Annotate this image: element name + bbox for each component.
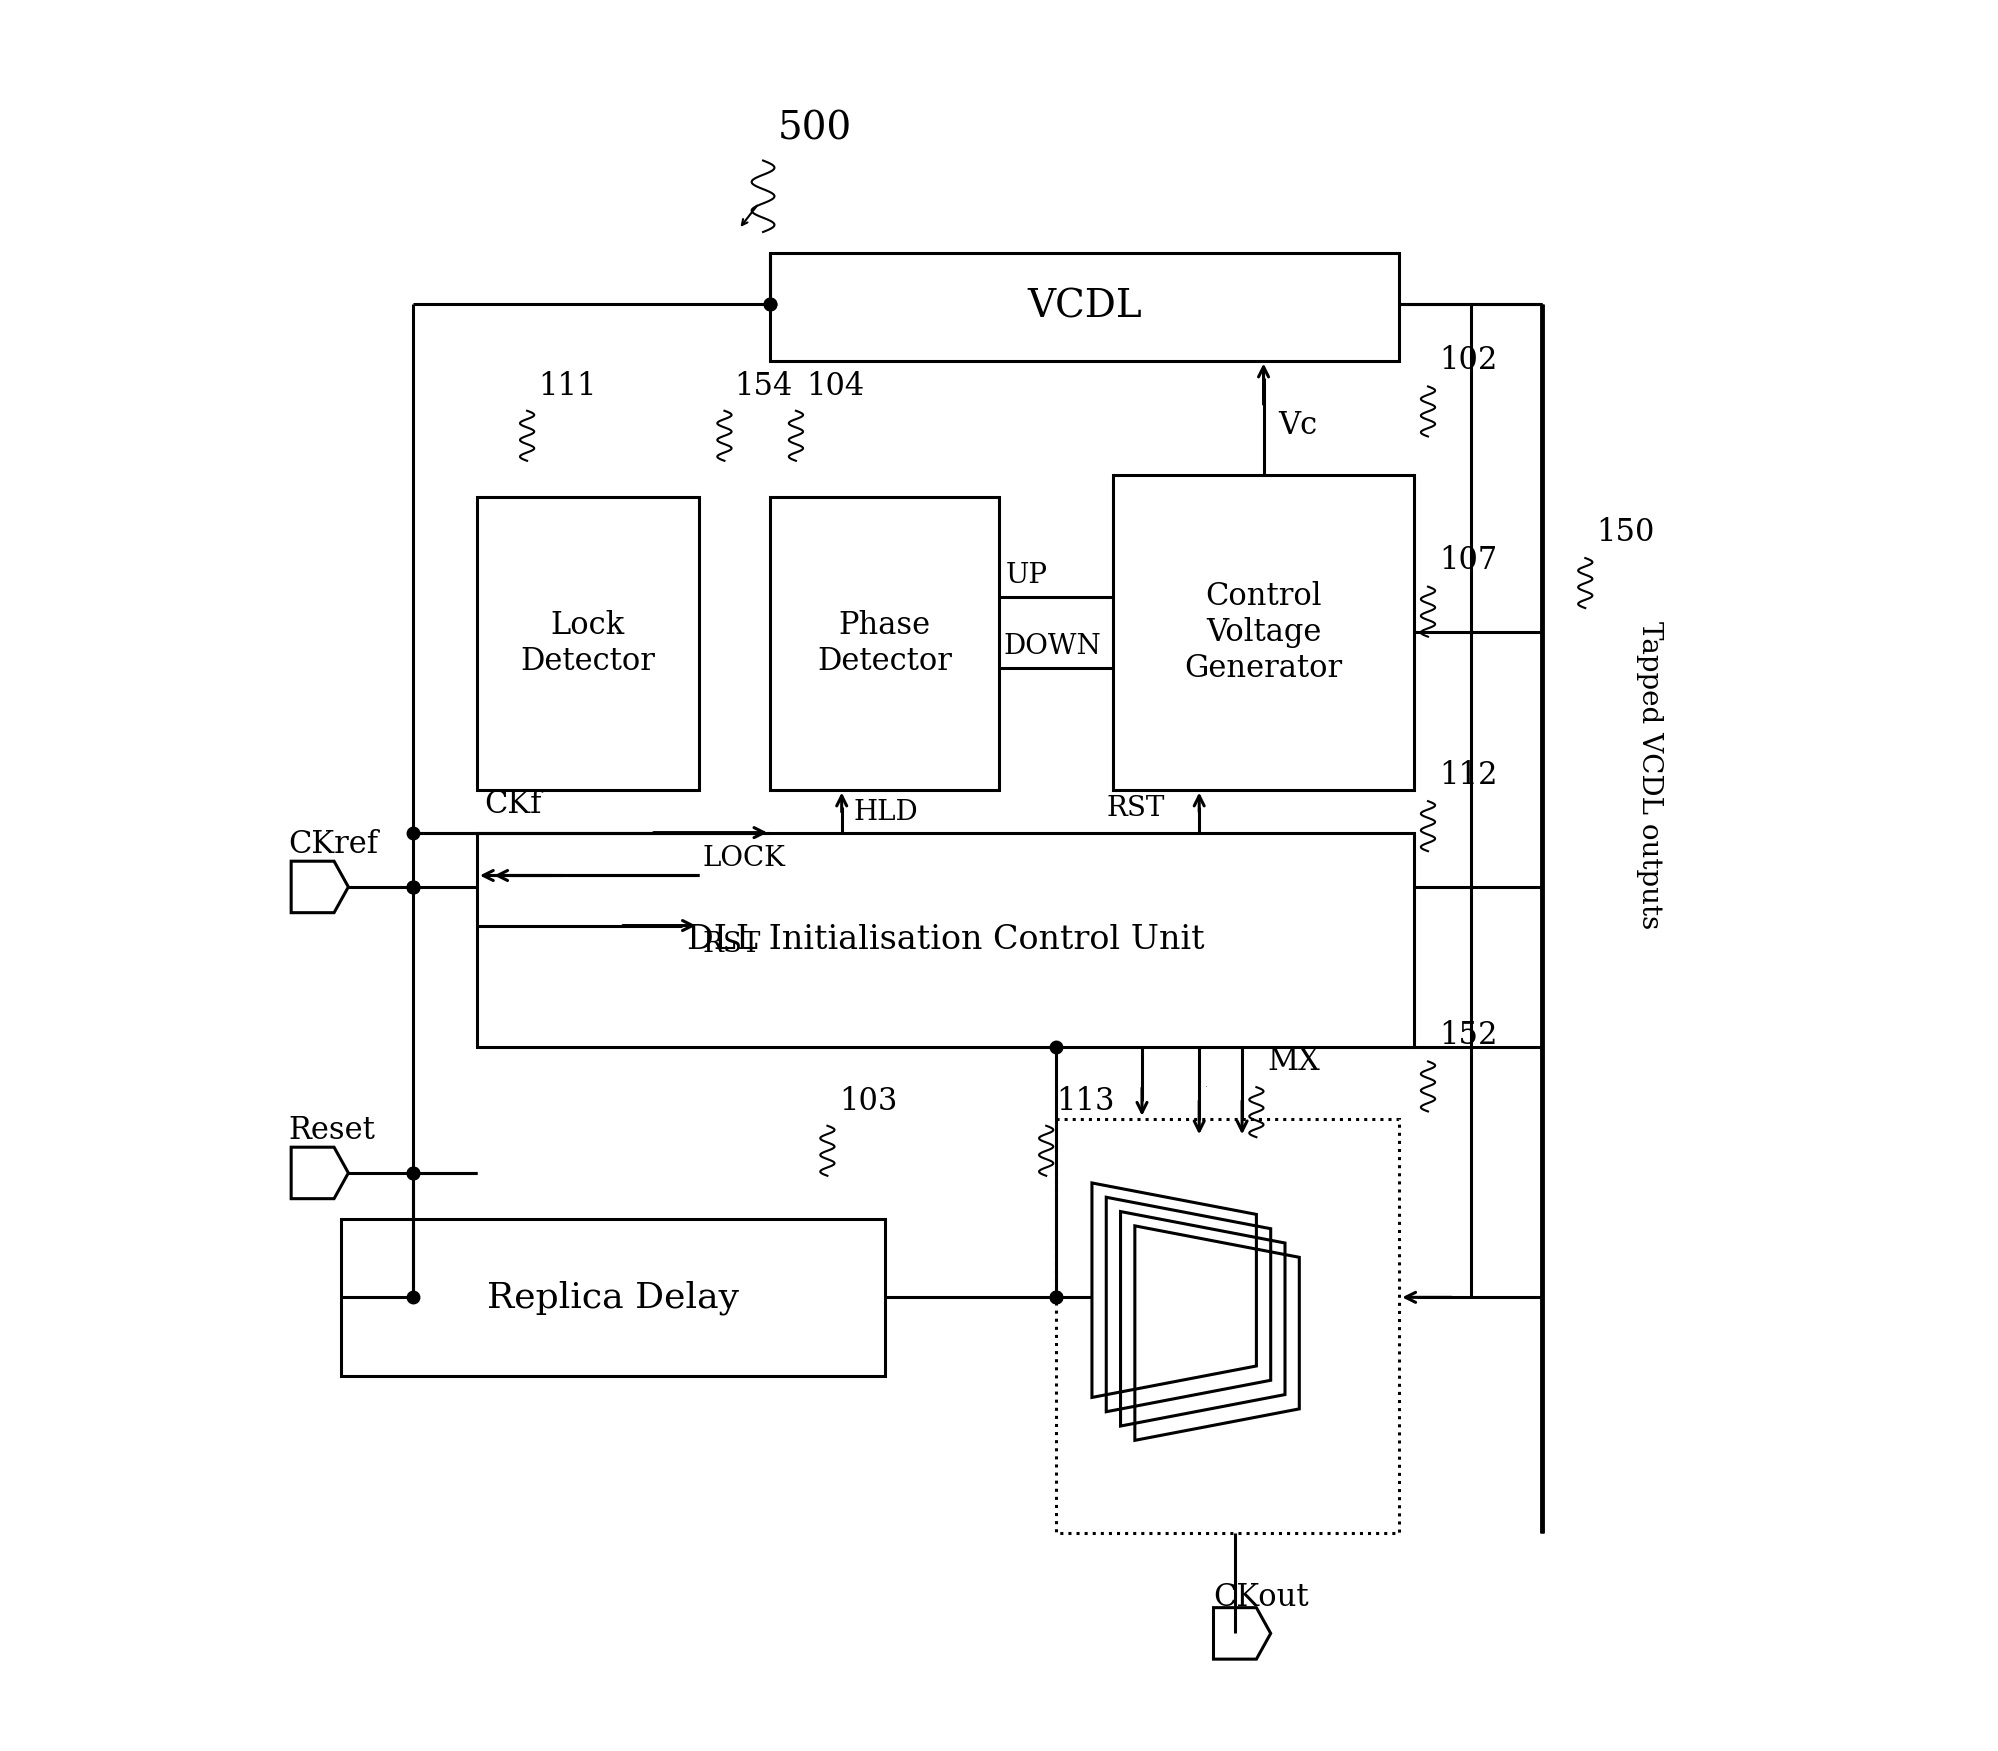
Text: 150: 150: [1596, 517, 1654, 548]
Text: DOWN: DOWN: [1003, 634, 1101, 660]
Text: RST: RST: [1107, 795, 1165, 821]
Text: RST: RST: [703, 930, 761, 958]
Text: CKf: CKf: [484, 788, 541, 819]
Text: Vc: Vc: [1279, 410, 1317, 441]
Text: 107: 107: [1439, 545, 1498, 576]
Text: 154: 154: [735, 371, 793, 403]
Bar: [478, 497, 699, 790]
Text: 113: 113: [1057, 1086, 1115, 1117]
Text: HLD: HLD: [853, 798, 917, 826]
Bar: [769, 497, 999, 790]
Text: CKref: CKref: [288, 828, 378, 860]
Text: 102: 102: [1439, 345, 1498, 376]
Text: Control
Voltage
Generator: Control Voltage Generator: [1185, 581, 1343, 683]
Bar: [1113, 475, 1415, 790]
Text: 104: 104: [805, 371, 863, 403]
Text: Lock
Detector: Lock Detector: [519, 609, 655, 676]
Bar: [1057, 1119, 1399, 1534]
Text: 103: 103: [839, 1086, 897, 1117]
Text: Tapped VCDL outputs: Tapped VCDL outputs: [1636, 622, 1662, 930]
Bar: [769, 254, 1399, 361]
Text: CKout: CKout: [1213, 1583, 1309, 1613]
Text: 111: 111: [539, 371, 597, 403]
Text: Replica Delay: Replica Delay: [488, 1280, 739, 1315]
Text: DLL Initialisation Control Unit: DLL Initialisation Control Unit: [687, 925, 1205, 956]
Text: 500: 500: [777, 110, 851, 147]
Text: 112: 112: [1439, 760, 1498, 791]
Bar: [478, 833, 1415, 1047]
Text: MX: MX: [1269, 1045, 1321, 1077]
Text: LOCK: LOCK: [703, 844, 785, 872]
Text: UP: UP: [1007, 562, 1049, 588]
Bar: [342, 1219, 885, 1376]
Text: Phase
Detector: Phase Detector: [817, 609, 951, 676]
Text: 152: 152: [1439, 1021, 1498, 1051]
Text: Reset: Reset: [288, 1115, 376, 1145]
Text: VCDL: VCDL: [1027, 289, 1143, 326]
